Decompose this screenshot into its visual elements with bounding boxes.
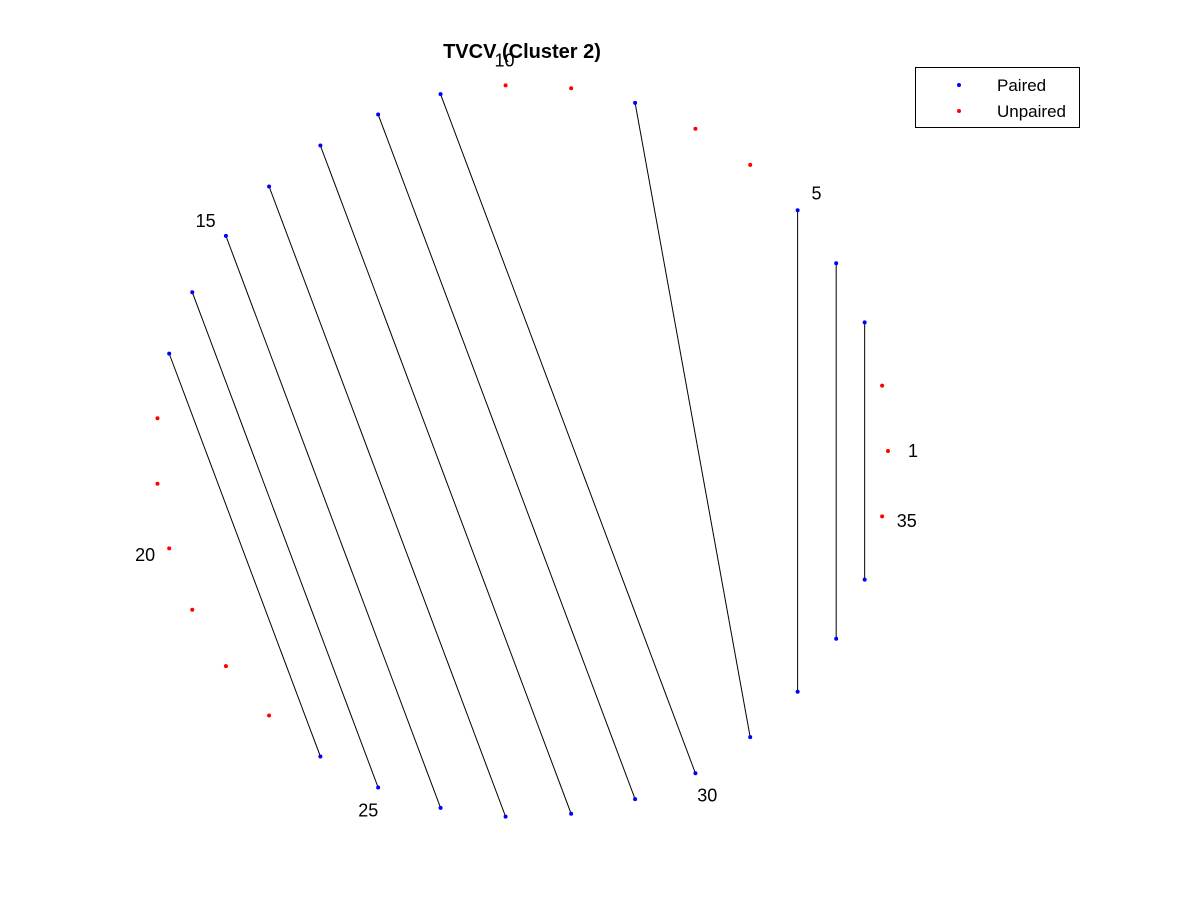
paired-point-29 — [633, 797, 638, 802]
unpaired-point-19 — [155, 481, 160, 486]
legend-marker-unpaired — [957, 109, 961, 113]
paired-point-28 — [569, 811, 574, 816]
pair-line-13-28 — [319, 145, 572, 814]
pair-lines — [168, 94, 866, 817]
unpaired-point-20 — [167, 546, 172, 551]
legend-marker-paired — [957, 83, 961, 87]
node-number-label-30: 30 — [697, 785, 717, 805]
unpaired-point-9 — [569, 86, 574, 91]
paired-point-3 — [862, 320, 867, 325]
unpaired-point-6 — [748, 162, 753, 167]
paired-point-12 — [376, 112, 381, 117]
paired-point-11 — [438, 92, 443, 97]
unpaired-point-1 — [886, 449, 890, 453]
unpaired-point-18 — [155, 416, 160, 421]
pair-line-12-29 — [377, 114, 636, 800]
legend-label-unpaired: Unpaired — [997, 102, 1066, 121]
paired-point-27 — [503, 814, 508, 819]
unpaired-point-35 — [880, 514, 885, 519]
pair-line-16-25 — [191, 292, 379, 788]
paired-point-25 — [376, 785, 381, 790]
paired-point-5 — [795, 208, 800, 213]
paired-point-17 — [167, 351, 172, 356]
legend-label-paired: Paired — [997, 76, 1046, 95]
pair-line-11-30 — [440, 94, 696, 774]
pair-line-8-31 — [634, 102, 751, 738]
unpaired-point-22 — [223, 664, 228, 669]
node-number-label-15: 15 — [196, 211, 216, 231]
unpaired-point-21 — [190, 607, 195, 612]
paired-point-33 — [834, 636, 839, 641]
legend-box — [915, 67, 1080, 128]
paired-point-15 — [223, 233, 228, 238]
unpaired-point-10 — [503, 83, 508, 88]
node-number-label-35: 35 — [897, 511, 917, 531]
node-number-label-1: 1 — [908, 441, 918, 461]
paired-point-31 — [748, 735, 753, 740]
pair-line-17-24 — [168, 353, 321, 757]
paired-point-24 — [318, 754, 323, 759]
paired-point-14 — [267, 184, 272, 189]
pair-line-14-27 — [268, 186, 507, 817]
node-number-label-20: 20 — [135, 545, 155, 565]
node-number-label-5: 5 — [811, 184, 821, 204]
paired-point-13 — [318, 143, 323, 148]
node-number-label-25: 25 — [358, 801, 378, 821]
node-points — [155, 83, 890, 819]
chart-title: TVCV (Cluster 2) — [443, 41, 601, 63]
unpaired-point-7 — [693, 126, 698, 131]
pair-line-15-26 — [225, 235, 442, 808]
paired-point-34 — [862, 577, 867, 582]
legend: Paired Unpaired — [915, 67, 1080, 128]
paired-point-32 — [795, 689, 800, 694]
unpaired-point-2 — [880, 383, 885, 388]
paired-point-8 — [633, 100, 638, 105]
paired-point-16 — [190, 290, 195, 295]
unpaired-point-23 — [267, 713, 272, 718]
paired-point-30 — [693, 771, 698, 776]
paired-point-26 — [438, 805, 443, 810]
paired-point-4 — [834, 261, 839, 266]
node-number-label-10: 10 — [494, 50, 514, 70]
